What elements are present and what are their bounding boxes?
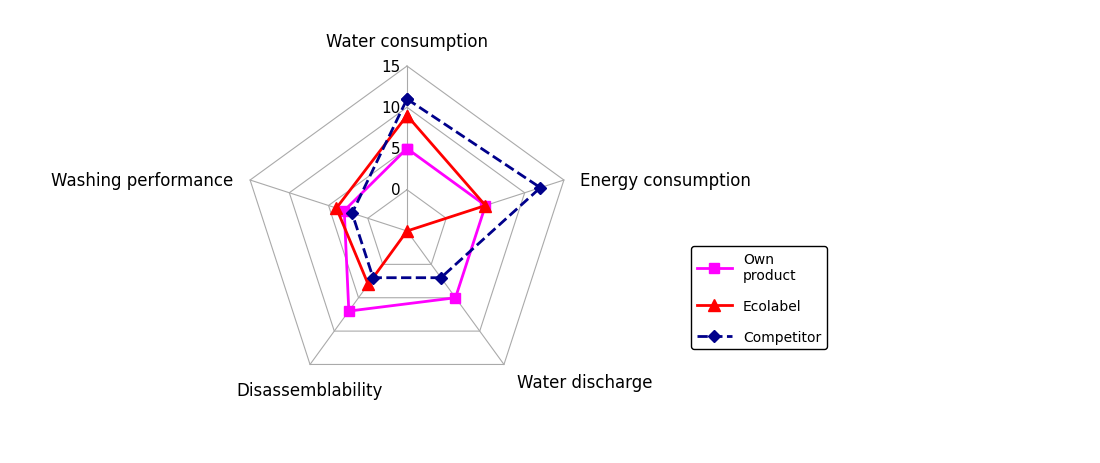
Text: 10: 10 — [382, 100, 400, 115]
Text: Water discharge: Water discharge — [517, 373, 652, 391]
Text: Water consumption: Water consumption — [326, 32, 488, 50]
Text: 0: 0 — [390, 183, 400, 198]
Text: Energy consumption: Energy consumption — [581, 172, 751, 190]
Legend: Own
product, Ecolabel, Competitor: Own product, Ecolabel, Competitor — [692, 247, 826, 350]
Text: 5: 5 — [390, 142, 400, 156]
Text: 15: 15 — [382, 59, 400, 75]
Text: Washing performance: Washing performance — [52, 172, 233, 190]
Text: Disassemblability: Disassemblability — [236, 381, 383, 399]
